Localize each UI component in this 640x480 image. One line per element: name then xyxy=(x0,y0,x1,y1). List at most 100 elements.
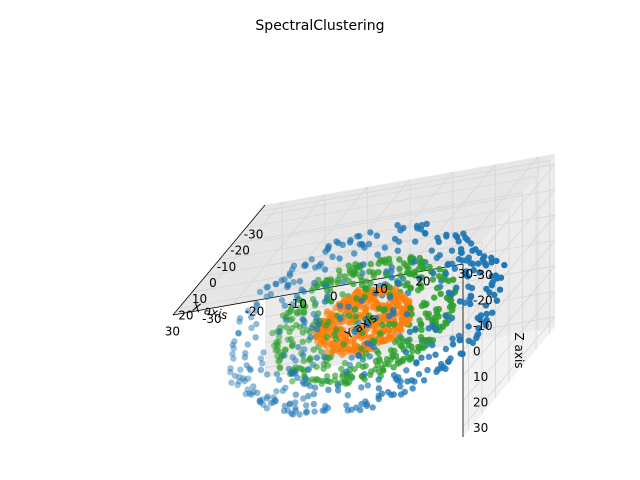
data-point-series-3 xyxy=(397,321,404,328)
data-point-series-2 xyxy=(419,258,426,266)
data-point-series-2 xyxy=(439,323,447,331)
data-point-series-1 xyxy=(339,278,347,285)
data-point-series-1 xyxy=(278,297,286,304)
data-point-series-1 xyxy=(260,349,267,356)
data-point-series-2 xyxy=(375,269,382,276)
data-point-series-2 xyxy=(396,256,403,263)
z-tick-label: 20 xyxy=(473,395,488,409)
data-point-series-1 xyxy=(302,261,309,268)
data-point-series-2 xyxy=(411,268,418,275)
data-point-series-3 xyxy=(391,332,398,339)
data-point-series-2 xyxy=(383,355,391,363)
data-point-series-1 xyxy=(392,375,400,382)
data-point-series-1 xyxy=(306,382,314,390)
data-point-series-1 xyxy=(409,385,416,392)
data-point-series-1 xyxy=(263,371,271,378)
data-point-series-2 xyxy=(428,317,436,324)
data-point-series-1 xyxy=(311,408,318,415)
data-point-series-2 xyxy=(404,280,411,287)
data-point-series-1 xyxy=(381,244,389,251)
data-point-series-1 xyxy=(345,303,352,310)
data-point-series-2 xyxy=(287,335,295,343)
data-point-series-1 xyxy=(462,268,470,275)
data-point-series-1 xyxy=(442,270,449,277)
data-point-series-2 xyxy=(326,378,334,386)
data-point-series-2 xyxy=(370,272,377,279)
data-point-series-2 xyxy=(391,347,398,355)
data-point-series-1 xyxy=(361,371,368,378)
data-point-series-1 xyxy=(300,288,307,295)
data-point-series-1 xyxy=(291,368,298,375)
data-point-series-1 xyxy=(254,389,261,396)
data-point-series-1 xyxy=(422,230,429,237)
data-point-series-1 xyxy=(433,368,440,376)
data-point-series-1 xyxy=(324,404,332,412)
data-point-series-1 xyxy=(385,388,392,396)
data-point-series-2 xyxy=(301,303,308,310)
data-point-series-1 xyxy=(284,282,292,289)
data-point-series-1 xyxy=(346,239,354,246)
data-point-series-1 xyxy=(256,398,263,405)
data-point-series-2 xyxy=(325,318,332,326)
data-point-series-1 xyxy=(280,407,288,414)
data-point-series-1 xyxy=(236,373,243,380)
data-point-series-1 xyxy=(390,391,397,398)
data-point-series-3 xyxy=(355,286,362,294)
data-point-series-1 xyxy=(244,341,251,348)
data-point-series-2 xyxy=(345,277,352,285)
data-point-series-1 xyxy=(496,286,504,293)
data-point-series-2 xyxy=(353,295,360,302)
data-point-series-2 xyxy=(333,326,340,334)
data-point-series-1 xyxy=(476,249,483,256)
data-point-series-1 xyxy=(449,335,456,342)
data-point-series-2 xyxy=(433,284,441,292)
data-point-series-1 xyxy=(402,348,410,356)
data-point-series-1 xyxy=(339,241,346,248)
data-point-series-2 xyxy=(376,355,383,363)
x-tick-label: 10 xyxy=(192,292,207,306)
data-point-series-1 xyxy=(230,345,237,352)
data-point-series-1 xyxy=(245,307,252,314)
data-point-series-1 xyxy=(282,384,289,391)
data-point-series-2 xyxy=(400,355,407,363)
data-point-series-1 xyxy=(416,275,423,283)
data-point-series-2 xyxy=(275,333,283,340)
data-point-series-1 xyxy=(244,386,251,393)
data-point-series-3 xyxy=(385,328,393,335)
data-point-series-2 xyxy=(307,354,314,362)
data-point-series-3 xyxy=(362,306,370,313)
data-point-series-1 xyxy=(311,384,319,391)
data-point-series-1 xyxy=(486,289,493,296)
data-point-series-1 xyxy=(501,261,508,269)
data-point-series-2 xyxy=(293,321,300,329)
data-point-series-1 xyxy=(237,366,244,373)
data-point-series-1 xyxy=(313,354,321,361)
data-point-series-1 xyxy=(401,388,408,396)
data-point-series-1 xyxy=(464,273,471,280)
data-point-series-1 xyxy=(408,377,415,384)
data-point-series-1 xyxy=(230,355,237,362)
data-point-series-1 xyxy=(296,278,304,285)
data-point-series-1 xyxy=(443,231,450,238)
data-point-series-2 xyxy=(363,286,370,293)
data-point-series-2 xyxy=(377,330,384,337)
data-point-series-2 xyxy=(361,376,368,383)
data-point-series-1 xyxy=(365,240,373,248)
z-tick-label: -20 xyxy=(473,294,493,308)
data-point-series-1 xyxy=(264,283,272,290)
data-point-series-2 xyxy=(325,354,333,362)
data-point-series-1 xyxy=(429,341,436,349)
data-point-series-1 xyxy=(443,313,450,320)
x-tick-label: 0 xyxy=(209,276,217,290)
data-point-series-2 xyxy=(310,346,317,353)
data-point-series-2 xyxy=(338,365,345,372)
data-point-series-1 xyxy=(320,353,328,361)
data-point-series-1 xyxy=(451,265,458,272)
data-point-series-2 xyxy=(367,280,374,287)
data-point-series-1 xyxy=(276,328,283,336)
data-point-series-2 xyxy=(318,348,325,355)
data-point-series-1 xyxy=(362,316,369,323)
data-point-series-2 xyxy=(282,323,290,331)
data-point-series-1 xyxy=(372,289,379,297)
data-point-series-3 xyxy=(371,328,378,336)
